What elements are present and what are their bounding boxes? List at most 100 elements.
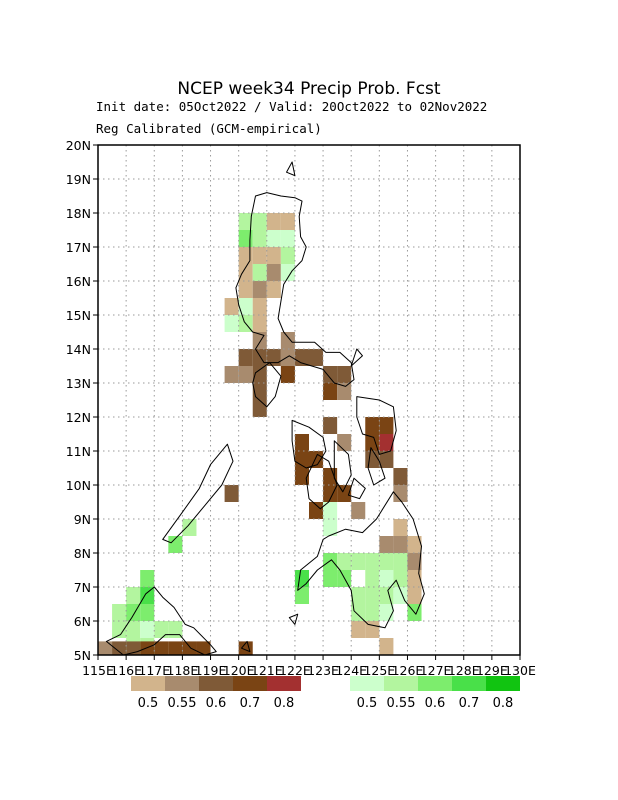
prob-cell-wet-93 (140, 587, 155, 604)
coastline-3 (367, 447, 386, 486)
prob-cell-dry-41 (337, 383, 352, 400)
prob-cell-dry-27 (238, 349, 253, 366)
prob-cell-dry-117 (182, 641, 197, 655)
legend-label: 0.6 (206, 696, 227, 711)
prob-cell-dry-91 (407, 587, 422, 604)
x-tick-label: 118E (167, 663, 199, 678)
coastline-11 (241, 640, 251, 653)
x-tick-label: 121E (251, 663, 283, 678)
prob-cell-wet-83 (393, 570, 408, 587)
prob-cell-dry-26 (280, 332, 295, 349)
legend-label: 0.7 (240, 696, 261, 711)
prob-cell-wet-64 (182, 519, 197, 536)
prob-cell-wet-98 (351, 604, 366, 621)
x-tick-label: 123E (307, 663, 339, 678)
prob-cell-wet-62 (323, 502, 338, 519)
x-tick-label: 130E (504, 663, 536, 678)
x-tick-label: 126E (392, 663, 424, 678)
coastlines (105, 161, 425, 656)
prob-cell-wet-85 (140, 570, 155, 587)
coastline-6 (333, 440, 352, 493)
coastline-8 (162, 443, 234, 544)
prob-cell-dry-68 (379, 536, 394, 553)
grid-lines (98, 145, 520, 655)
x-tick-label: 116E (110, 663, 142, 678)
prob-cell-wet-101 (112, 621, 127, 638)
prob-cell-wet-73 (351, 553, 366, 570)
prob-cell-dry-60 (393, 485, 408, 502)
prob-cell-dry-56 (393, 468, 408, 485)
prob-cell-dry-47 (337, 434, 352, 451)
legend-swatch-legend_wet-0 (350, 676, 384, 691)
prob-cell-dry-36 (280, 366, 295, 383)
y-tick-label: 11N (66, 444, 91, 459)
prob-cell-dry-2 (266, 213, 281, 230)
prob-cell-dry-40 (323, 383, 338, 400)
prob-cell-dry-110 (379, 638, 394, 655)
prob-cell-dry-70 (407, 536, 422, 553)
legend-swatch-legend_dry-1 (165, 676, 199, 691)
x-tick-label: 120E (223, 663, 255, 678)
prob-cell-wet-95 (112, 604, 127, 621)
prob-cell-dry-61 (309, 502, 324, 519)
prob-cell-wet-11 (280, 247, 295, 264)
prob-cell-dry-3 (280, 213, 295, 230)
prob-cell-dry-34 (238, 366, 253, 383)
prob-cell-dry-118 (196, 641, 211, 655)
legend-swatch-legend_wet-4 (486, 676, 520, 691)
legend-label: 0.6 (425, 696, 446, 711)
prob-cell-wet-105 (168, 621, 183, 638)
prob-cell-wet-87 (351, 587, 366, 604)
y-tick-label: 16N (66, 274, 91, 289)
prob-cell-dry-106 (351, 621, 366, 638)
prob-cell-dry-49 (379, 434, 394, 451)
axis-ticks: 115E116E117E118E119E120E121E122E123E124E… (66, 138, 536, 678)
coastline-13 (350, 348, 363, 367)
legend-label: 0.5 (138, 696, 159, 711)
prob-cell-wet-0 (238, 213, 253, 230)
legend-swatch-legend_wet-1 (384, 676, 418, 691)
y-tick-label: 13N (66, 376, 91, 391)
legend-swatch-legend_wet-3 (452, 676, 486, 691)
legend-swatch-legend_dry-0 (131, 676, 165, 691)
prob-cell-dry-14 (266, 264, 281, 281)
legend-swatch-legend_dry-3 (233, 676, 267, 691)
prob-cell-dry-66 (393, 519, 408, 536)
chart-subtitle-method: Reg Calibrated (GCM-empirical) (96, 121, 322, 136)
prob-cell-dry-58 (323, 485, 338, 502)
prob-cell-wet-4 (238, 230, 253, 247)
y-tick-label: 7N (74, 580, 91, 595)
prob-cell-wet-22 (224, 315, 239, 332)
prob-cell-wet-96 (126, 604, 141, 621)
prob-cell-dry-35 (252, 366, 267, 383)
x-tick-label: 128E (448, 663, 480, 678)
prob-cell-dry-55 (323, 468, 338, 485)
prob-cell-wet-78 (294, 570, 309, 587)
prob-cell-dry-52 (365, 451, 380, 468)
prob-cell-dry-48 (365, 434, 380, 451)
prob-cell-dry-8 (238, 247, 253, 264)
legend-below-normal: 0.5 0.55 0.6 0.7 0.8 (131, 676, 301, 711)
legend-label: 0.8 (274, 696, 295, 711)
coastline-10 (105, 586, 217, 656)
x-tick-label: 119E (195, 663, 227, 678)
legend-swatch-legend_dry-2 (199, 676, 233, 691)
prob-cell-wet-74 (365, 553, 380, 570)
prob-cell-dry-32 (309, 349, 324, 366)
prob-cell-wet-20 (238, 298, 253, 315)
y-tick-label: 9N (74, 512, 91, 527)
y-tick-label: 18N (66, 206, 91, 221)
prob-cell-dry-29 (266, 349, 281, 366)
prob-cell-dry-19 (224, 298, 239, 315)
prob-cell-wet-82 (379, 570, 394, 587)
prob-cell-wet-65 (323, 519, 338, 536)
legend-label: 0.55 (168, 696, 197, 711)
prob-cell-dry-33 (224, 366, 239, 383)
y-tick-label: 15N (66, 308, 91, 323)
prob-cell-dry-54 (294, 468, 309, 485)
prob-cell-dry-84 (407, 570, 422, 587)
x-tick-label: 124E (335, 663, 367, 678)
prob-cell-wet-76 (393, 553, 408, 570)
x-tick-label: 115E (82, 663, 114, 678)
prob-cell-dry-37 (323, 366, 338, 383)
